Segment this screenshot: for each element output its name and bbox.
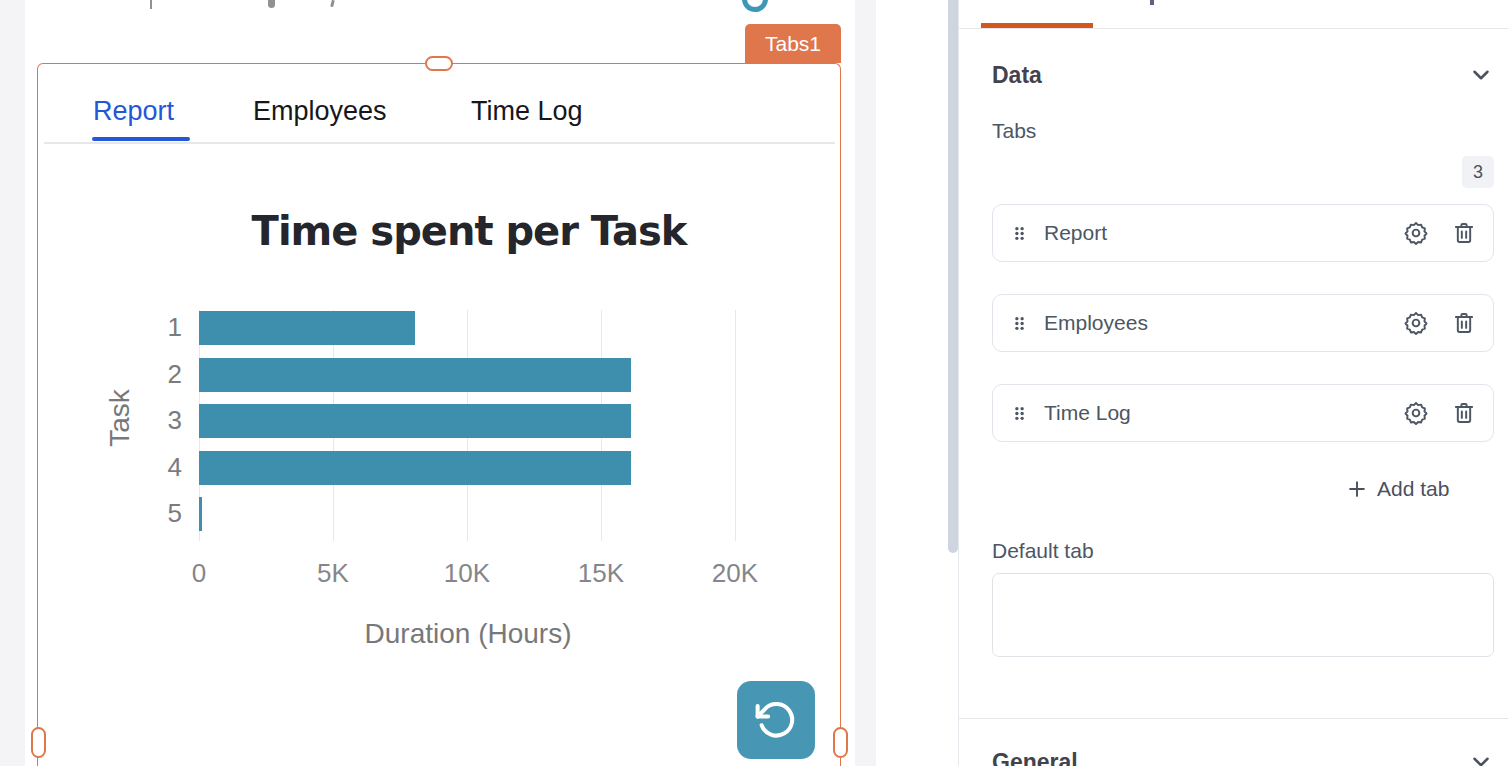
trash-icon [1451,310,1477,336]
general-section-title: General [992,749,1078,766]
chevron-down-icon [1468,62,1494,88]
code-line: {{appsmith.store?.default_tab? [1005,655,1481,657]
clipped-pane-tab-fragment [1150,0,1154,5]
x-tick-label: 5K [288,558,378,589]
clipped-refresh-icon [742,0,768,12]
chart-bar [199,497,202,531]
resize-handle-left[interactable] [31,727,46,758]
appsmith-editor: Tabs1 Report Employees Time Log Time spe… [0,0,1508,766]
tab-list-item-timelog[interactable]: Time Log [992,384,1494,442]
tab-delete-button[interactable] [1451,220,1477,246]
widget-name-tag[interactable]: Tabs1 [745,24,841,63]
chart-refresh-button[interactable] [737,681,815,759]
gear-icon [1403,400,1429,426]
resize-handle-top[interactable] [425,56,453,71]
refresh-ccw-icon [755,699,797,741]
y-category-label: 3 [148,405,182,436]
canvas-right-margin [855,0,876,766]
chart-bar [199,311,415,345]
tab-item-label: Report [1044,221,1403,245]
tab-settings-button[interactable] [1403,220,1429,246]
x-tick-label: 15K [556,558,646,589]
general-section-header[interactable]: General [992,745,1494,766]
canvas-tab-report[interactable]: Report [93,96,174,127]
tab-settings-button[interactable] [1403,310,1429,336]
tab-delete-button[interactable] [1451,400,1477,426]
tab-bar-divider [44,142,835,144]
data-section-title: Data [992,62,1042,89]
clipped-text-fragment [150,0,152,9]
drag-handle-icon[interactable] [1009,403,1030,424]
x-tick-label: 0 [154,558,244,589]
canvas-tab-employees[interactable]: Employees [253,96,387,127]
x-tick-label: 10K [422,558,512,589]
clipped-text-fragment [330,0,335,7]
default-tab-label: Default tab [992,539,1094,563]
gear-icon [1403,310,1429,336]
tab-settings-button[interactable] [1403,400,1429,426]
add-tab-label: Add tab [1377,477,1449,501]
chart-y-axis-label: Task [104,358,136,478]
tab-list-item-employees[interactable]: Employees [992,294,1494,352]
trash-icon [1451,400,1477,426]
active-tab-underline [92,137,190,141]
tab-list-item-report[interactable]: Report [992,204,1494,262]
gear-icon [1403,220,1429,246]
y-category-label: 1 [148,312,182,343]
pane-header-divider [959,28,1508,29]
y-category-label: 4 [148,452,182,483]
canvas-tab-timelog[interactable]: Time Log [471,96,583,127]
canvas-left-margin [0,0,25,766]
drag-handle-icon[interactable] [1009,313,1030,334]
trash-icon [1451,220,1477,246]
chart-bar [199,358,631,392]
drag-handle-icon[interactable] [1009,223,1030,244]
x-tick-label: 20K [690,558,780,589]
clipped-text-fragment [268,0,275,8]
tab-item-label: Time Log [1044,401,1403,425]
chart-bar [199,404,631,438]
y-category-label: 5 [148,498,182,529]
plus-icon [1346,478,1368,500]
tabs-field-label: Tabs [992,119,1036,143]
pane-section-divider [959,718,1508,719]
tab-delete-button[interactable] [1451,310,1477,336]
default-tab-code-input[interactable]: {{appsmith.store?.default_tab? .slice(-1… [992,573,1494,657]
chart-title: Time spent per Task [139,208,799,254]
chart-gridline [735,310,736,541]
property-pane-scrollbar[interactable] [948,0,958,553]
resize-handle-right[interactable] [833,727,848,758]
add-tab-button[interactable]: Add tab [1346,477,1449,501]
chart-x-axis-label: Duration (Hours) [168,618,768,650]
tabs-count-badge: 3 [1462,156,1494,188]
chart-bar [199,451,631,485]
data-section-header[interactable]: Data [992,58,1494,92]
tab-item-label: Employees [1044,311,1403,335]
chevron-down-icon [1468,749,1494,766]
y-category-label: 2 [148,359,182,390]
